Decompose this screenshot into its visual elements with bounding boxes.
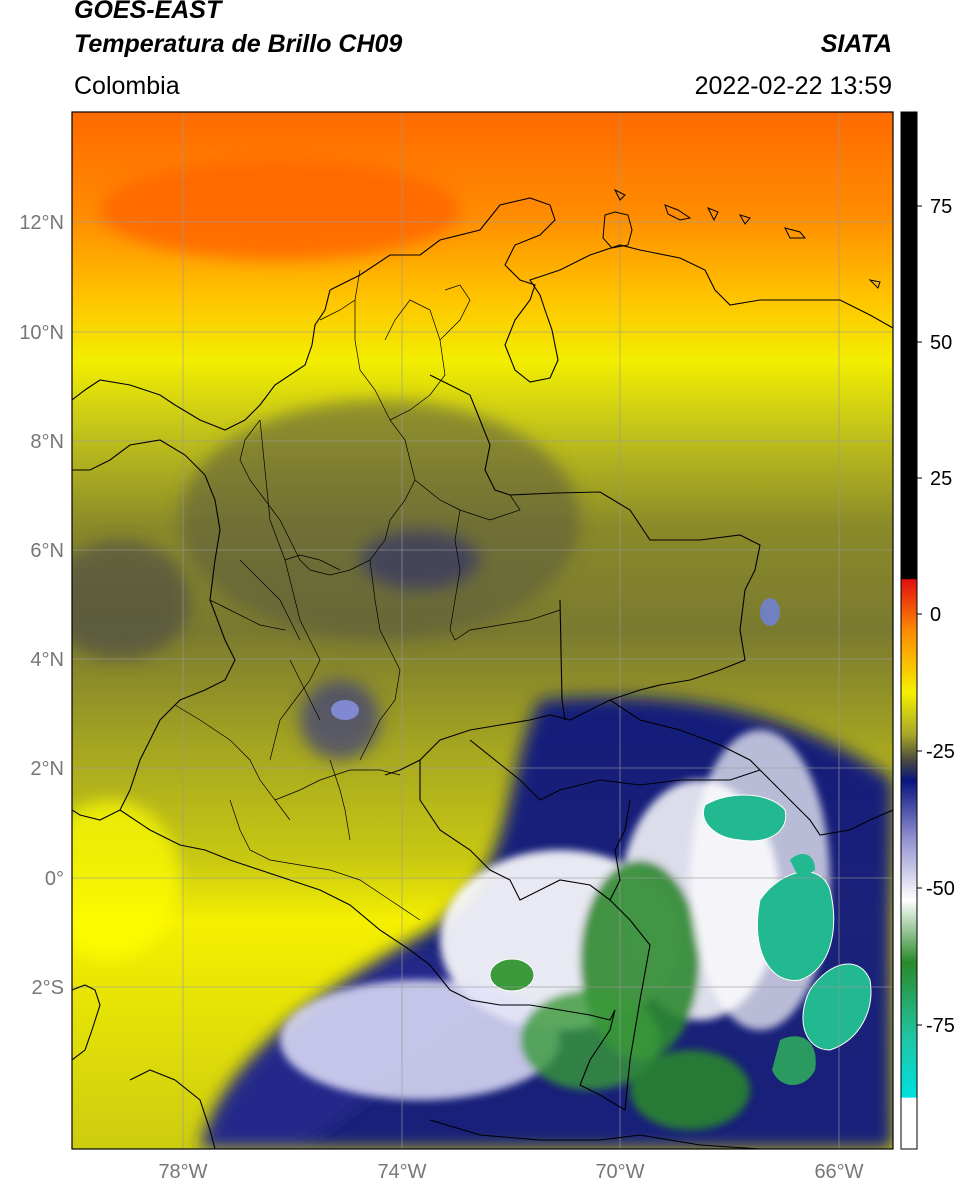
lat-label: 0°: [45, 868, 64, 890]
lon-label: 74°W: [377, 1161, 426, 1183]
longitude-labels: 78°W 74°W 70°W 66°W: [158, 1161, 863, 1183]
colorbar-ramp: [900, 111, 918, 1150]
latitude-labels: 12°N 10°N 8°N 6°N 4°N 2°N 0° 2°S: [19, 212, 64, 999]
colorbar-tick: 0: [930, 604, 941, 626]
convective-cores: [331, 598, 872, 1085]
lat-label: 12°N: [19, 212, 64, 234]
colorbar-tick: 25: [930, 468, 952, 490]
brightness-temperature-field: [72, 112, 893, 1149]
lon-label: 66°W: [814, 1161, 863, 1183]
lon-label: 70°W: [595, 1161, 644, 1183]
timestamp-label: 2022-02-22 13:59: [694, 72, 892, 100]
colorbar-tick: -50: [926, 878, 955, 900]
lat-label: 4°N: [30, 649, 64, 671]
department-boundaries: [174, 269, 561, 921]
region-label: Colombia: [74, 72, 180, 100]
lat-label: 2°S: [32, 977, 64, 999]
colorbar-tick: 50: [930, 332, 952, 354]
product-title: Temperatura de Brillo CH09: [74, 30, 403, 58]
colorbar-tick: -75: [926, 1015, 955, 1037]
satellite-title: GOES-EAST: [74, 0, 222, 24]
colorbar-tick: 75: [930, 196, 952, 218]
borders-coastlines: [72, 197, 893, 1149]
colorbar: 75 50 25 0 -25 -50 -75: [900, 111, 955, 1150]
agency-label: SIATA: [820, 30, 892, 58]
lat-label: 10°N: [19, 322, 64, 344]
lat-label: 6°N: [30, 540, 64, 562]
colorbar-tick: -25: [926, 741, 955, 763]
lon-label: 78°W: [158, 1161, 207, 1183]
caribbean-islands: [602, 188, 881, 289]
map-frame: [71, 111, 894, 1150]
lat-label: 2°N: [30, 758, 64, 780]
lat-label: 8°N: [30, 431, 64, 453]
graticule: [72, 112, 893, 1149]
